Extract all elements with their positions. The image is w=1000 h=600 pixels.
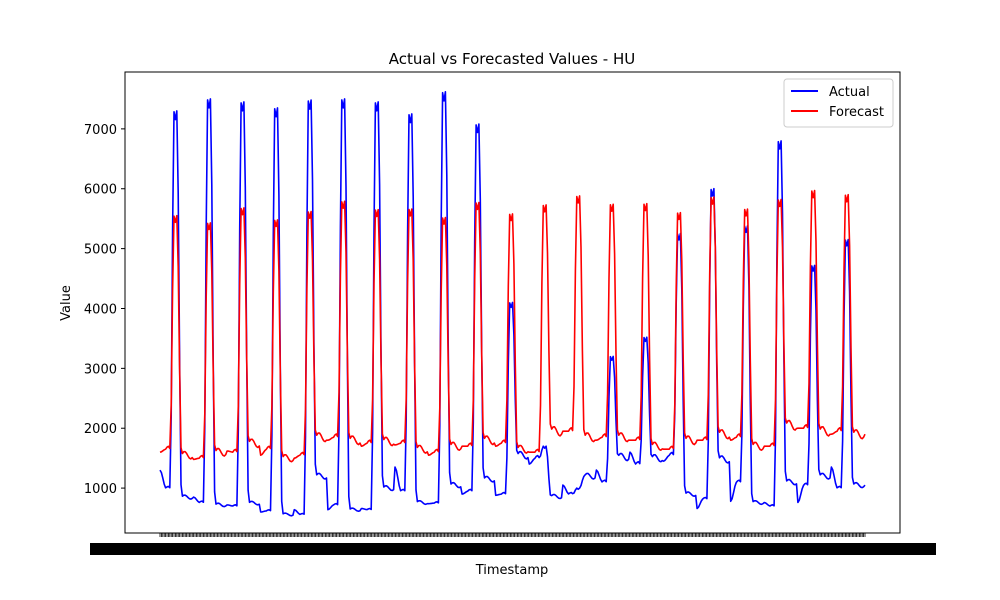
- y-tick-label: 5000: [84, 243, 117, 258]
- plot-area: [124, 71, 901, 534]
- y-axis-label: Value: [59, 285, 74, 321]
- y-tick-label: 6000: [84, 183, 117, 198]
- y-tick-label: 4000: [84, 302, 117, 317]
- legend-label-forecast: Forecast: [829, 105, 884, 120]
- series-line-forecast: [159, 189, 866, 463]
- y-tick-label: 3000: [84, 362, 117, 377]
- plot-frame: [124, 71, 901, 534]
- x-axis: [90, 533, 936, 555]
- y-tick-label: 2000: [84, 422, 117, 437]
- y-axis: 1000 2000 3000 4000 5000 6000 7000: [84, 123, 125, 497]
- y-tick-label: 1000: [84, 482, 117, 497]
- y-tick-label: 7000: [84, 123, 117, 138]
- legend: Actual Forecast: [783, 78, 894, 128]
- chart-title: Actual vs Forecasted Values - HU: [389, 50, 635, 68]
- legend-label-actual: Actual: [829, 85, 870, 100]
- series-layer: [159, 91, 866, 517]
- x-tick-labels-overlap: [90, 543, 936, 555]
- x-axis-label: Timestamp: [475, 563, 549, 578]
